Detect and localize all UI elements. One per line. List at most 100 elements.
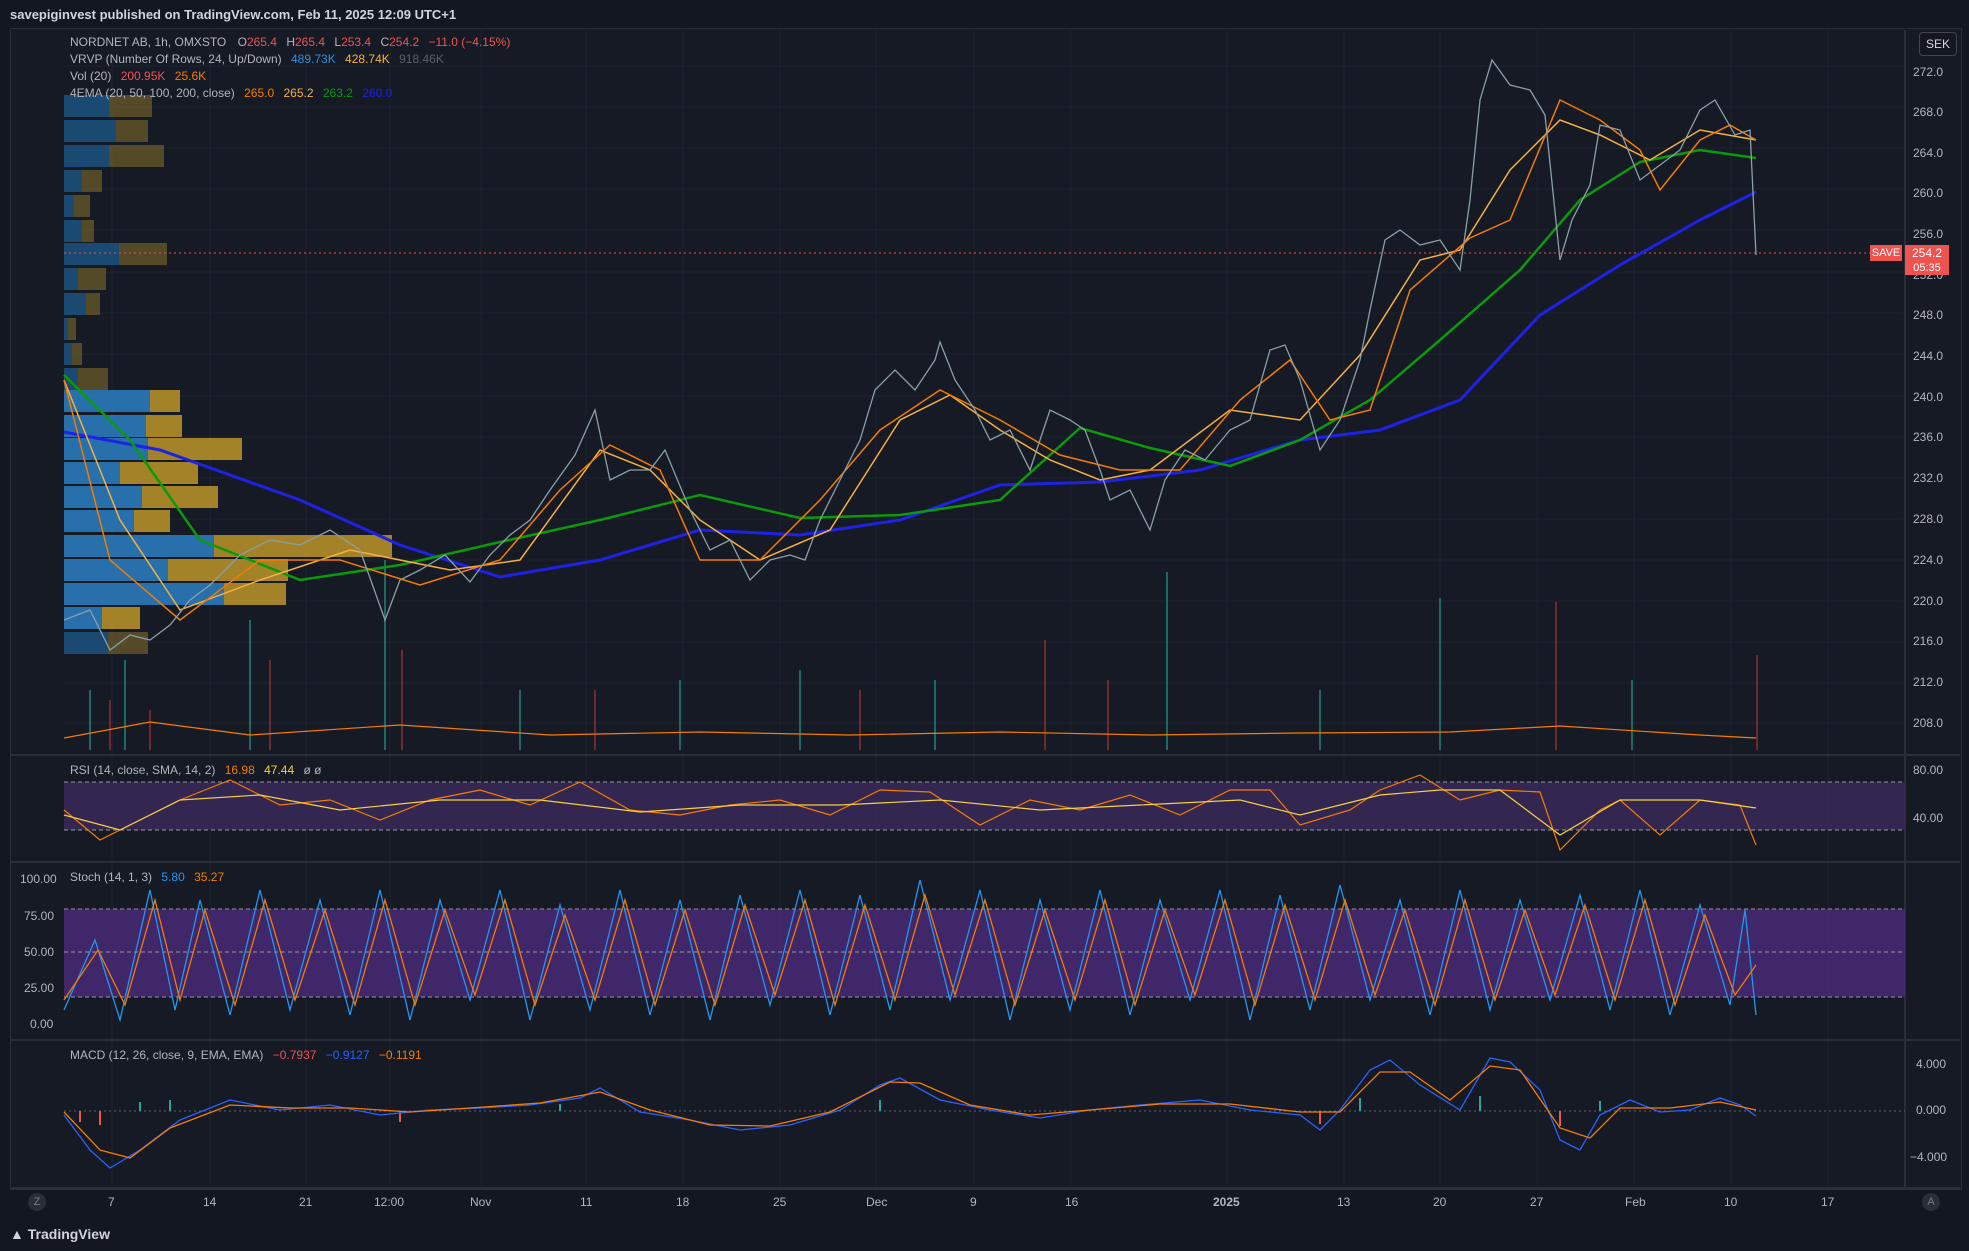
main-legend: NORDNET AB, 1h, OMXSTO O265.4 H265.4 L25…: [70, 35, 510, 49]
time-tick: 14: [203, 1195, 217, 1209]
currency-button[interactable]: SEK: [1919, 32, 1957, 56]
close-value: 254.2: [389, 35, 420, 49]
tradingview-logo[interactable]: ▲ TradingView: [10, 1226, 110, 1242]
vp-row: [102, 607, 140, 629]
vp-row: [64, 220, 82, 242]
ema-20-line: [63, 98, 1757, 621]
vp-row: [134, 510, 170, 532]
h-tag: H: [286, 35, 295, 49]
price-tick: 256.0: [1913, 227, 1944, 241]
change-value: −11.0 (−4.15%): [428, 35, 511, 49]
price-line: [63, 58, 1757, 651]
price-tick: 236.0: [1913, 430, 1944, 444]
vp-row: [109, 95, 152, 117]
zoom-button[interactable]: Z: [28, 1193, 46, 1211]
stoch-tick: 25.00: [24, 981, 55, 995]
vp-row: [64, 486, 142, 508]
vp-row: [64, 170, 82, 192]
vrvp-label: VRVP (Number Of Rows, 24, Up/Down): [70, 52, 282, 66]
price-tick: 216.0: [1913, 634, 1944, 648]
ema50-value: 265.2: [283, 86, 314, 100]
stoch-label: Stoch (14, 1, 3): [70, 870, 153, 884]
rsi-label: RSI (14, close, SMA, 14, 2): [70, 763, 216, 777]
price-tick: 260.0: [1913, 186, 1944, 200]
macd-signal-line: [63, 1065, 1757, 1159]
vrvp-legend[interactable]: VRVP (Number Of Rows, 24, Up/Down) 489.7…: [70, 52, 444, 66]
l-tag: L: [334, 35, 342, 49]
vp-row: [64, 510, 134, 532]
stoch-k-line: [63, 879, 1757, 1023]
vp-row: [150, 390, 180, 412]
vp-row: [146, 415, 182, 437]
vp-row: [64, 462, 120, 484]
publish-header: savepiginvest published on TradingView.c…: [0, 0, 1969, 28]
rsi-tick: 40.00: [1913, 811, 1944, 825]
time-tick: 20: [1433, 1195, 1447, 1209]
rsi-legend[interactable]: RSI (14, close, SMA, 14, 2) 16.98 47.44 …: [70, 763, 321, 777]
vol-legend[interactable]: Vol (20) 200.95K 25.6K: [70, 69, 206, 83]
vp-row: [64, 318, 68, 340]
vp-row: [64, 559, 168, 581]
price-tick: 240.0: [1913, 390, 1944, 404]
macd-value: −0.7937: [272, 1048, 317, 1062]
price-tick: 220.0: [1913, 594, 1944, 608]
ema200-value: 260.0: [362, 86, 393, 100]
vp-row: [64, 583, 224, 605]
time-tick: 21: [299, 1195, 313, 1209]
time-tick: 9: [970, 1195, 977, 1209]
vp-row: [148, 438, 242, 460]
time-tick: 25: [773, 1195, 787, 1209]
ema-legend[interactable]: 4EMA (20, 50, 100, 200, close) 265.0 265…: [70, 86, 392, 100]
macd-label: MACD (12, 26, close, 9, EMA, EMA): [70, 1048, 264, 1062]
vp-row: [116, 120, 148, 142]
vp-row: [168, 559, 288, 581]
vol-label: Vol (20): [70, 69, 112, 83]
symbol-label: NORDNET AB, 1h, OMXSTO: [70, 35, 227, 49]
time-tick: 11: [580, 1195, 593, 1209]
time-tick: 13: [1337, 1195, 1351, 1209]
rsi-line: [63, 774, 1757, 852]
vp-row: [64, 95, 109, 117]
ema20-value: 265.0: [244, 86, 275, 100]
vp-row: [120, 462, 198, 484]
price-tick: 232.0: [1913, 471, 1944, 485]
auto-scale-button[interactable]: A: [1922, 1193, 1940, 1211]
vp-row: [64, 343, 72, 365]
pane-separators: [10, 30, 1960, 1189]
o-tag: O: [237, 35, 247, 49]
high-value: 265.4: [295, 35, 326, 49]
publish-text: savepiginvest published on TradingView.c…: [10, 7, 457, 22]
rsi-value: 16.98: [224, 763, 255, 777]
rsi-ma-line: [63, 789, 1757, 836]
macd-signal-value: −0.9127: [325, 1048, 370, 1062]
vp-row: [78, 268, 106, 290]
vp-row: [78, 368, 108, 390]
time-tick: 10: [1724, 1195, 1738, 1209]
volume-profile: [64, 95, 392, 654]
stoch-d-line: [63, 892, 1757, 1008]
price-tick: 264.0: [1913, 146, 1944, 160]
stoch-legend[interactable]: Stoch (14, 1, 3) 5.80 35.27: [70, 870, 224, 884]
time-tick: 16: [1065, 1195, 1079, 1209]
vp-row: [64, 390, 150, 412]
price-tick: 244.0: [1913, 349, 1944, 363]
vp-row: [86, 293, 100, 315]
price-tick: 208.0: [1913, 716, 1944, 730]
vol-value: 200.95K: [120, 69, 166, 83]
price-tick: 268.0: [1913, 105, 1944, 119]
c-tag: C: [380, 35, 390, 49]
vp-row: [64, 607, 102, 629]
vp-row: [142, 486, 218, 508]
stoch-tick: 0.00: [30, 1017, 54, 1031]
ema100-value: 263.2: [322, 86, 353, 100]
vp-row: [68, 318, 76, 340]
price-tick: 248.0: [1913, 308, 1944, 322]
open-value: 265.4: [246, 35, 277, 49]
vp-row: [108, 632, 148, 654]
time-tick: 18: [676, 1195, 690, 1209]
vp-row: [64, 632, 108, 654]
time-tick-year: 2025: [1213, 1195, 1240, 1209]
rsi-ma-value: 47.44: [264, 763, 295, 777]
macd-legend[interactable]: MACD (12, 26, close, 9, EMA, EMA) −0.793…: [70, 1048, 422, 1062]
